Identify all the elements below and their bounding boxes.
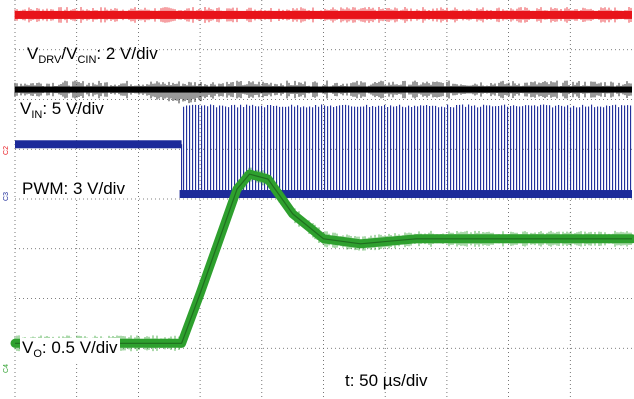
channel3-marker: C3: [3, 192, 10, 201]
channel2-marker-text: C2: [3, 146, 10, 155]
channel1-trace: [15, 10, 632, 19]
channel2-marker: C2: [3, 146, 10, 155]
channel4-marker: C4: [3, 364, 10, 373]
channel3-pwm-trace: [181, 104, 632, 195]
channel4-trace-center: [15, 173, 632, 344]
channel2-trace-noise: [14, 80, 632, 104]
channel3-marker-text: C3: [3, 192, 10, 201]
channel3-idle-trace: [15, 140, 182, 149]
channel2-trace: [15, 86, 632, 93]
channel1-trace-noise: [14, 6, 632, 23]
channel4-marker-text: C4: [3, 364, 10, 373]
channel4-trace: [10, 169, 634, 348]
